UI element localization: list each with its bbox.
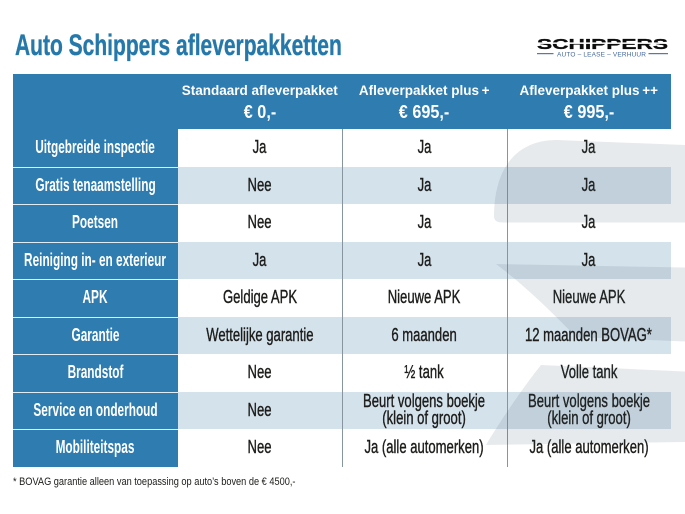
svg-text:AUTO – LEASE – VERHUUR: AUTO – LEASE – VERHUUR [557, 51, 646, 58]
svg-text:SCHIPPERS: SCHIPPERS [537, 36, 668, 53]
